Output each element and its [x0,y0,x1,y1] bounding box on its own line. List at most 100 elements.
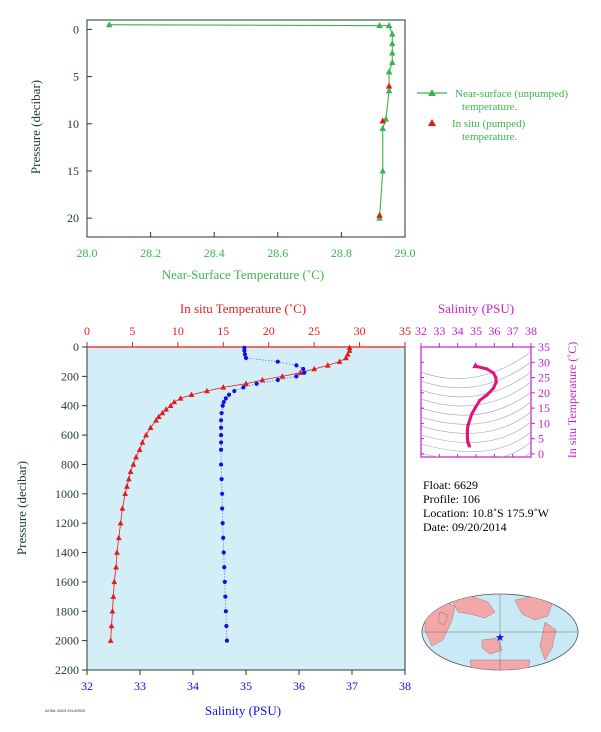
pressure-tick-label: 1600 [55,575,79,589]
temperature-profile-point [159,409,166,416]
x-tick-label: 28.8 [331,246,352,260]
profile-ticks: 0 5 10 15 20 25 30 35 32 33 34 35 36 37 38 0 200 400 600 80… [55,324,411,693]
ts-salinity-tick-label: 37 [507,324,519,338]
temperature-profile-point [243,380,249,386]
temperature-profile-point [133,453,139,460]
temperature-profile-point [343,354,349,361]
ts-temperature-tick-label: 35 [538,340,550,354]
float-location: Location: 10.8˚S 175.9˚W [423,506,550,520]
legend-pumped-label-2: temperature. [462,131,518,143]
pressure-tick-label: 0 [73,340,79,354]
salinity-profile-point [220,491,225,496]
temperature-profile-point [177,395,184,401]
temperature-profile-point [346,344,353,350]
profile-date: Date: 09/20/2014 [423,520,507,534]
ts-point [491,386,496,390]
temperature-profile-point [107,637,114,643]
unpumped-temperature-point [379,167,386,174]
x-tick-label: 28.0 [77,246,98,260]
near-surface-y-ticks: 0 5 10 15 20 [67,22,92,225]
salinity-profile-point [222,565,227,570]
temperature-tick-label: 15 [217,324,229,338]
salinity-profile-point [241,385,246,390]
profile-salinity-axis-label: Salinity (PSU) [205,703,281,718]
x-tick-label: 29.0 [395,246,416,260]
ts-point [485,393,489,397]
ts-salinity-tick-label: 38 [525,324,537,338]
salinity-profile-point [221,550,226,555]
ts-point [467,444,471,448]
salinity-profile-point [294,363,299,368]
x-tick-label: 28.2 [140,246,161,260]
footer-credit: AOML 6629 20140920 [45,708,86,713]
ts-point [491,371,496,375]
salinity-profile-point [221,535,226,540]
temperature-tick-label: 0 [84,324,90,338]
salinity-profile-point [243,355,249,361]
ts-salinity-tick-label: 35 [470,324,482,338]
legend-green-marker [428,89,436,96]
pressure-tick-label: 2200 [55,663,79,677]
temperature-profile-point [122,490,129,497]
temperature-profile-point [117,519,124,526]
ts-point [470,412,474,416]
near-surface-chart: 28.0 28.2 28.4 28.6 28.8 29.0 0 5 10 15 20 Near-S… [28,19,568,282]
temperature-profile-point [114,549,120,555]
pressure-tick-label: 1000 [55,487,79,501]
salinity-profile-point [275,377,280,383]
temperature-profile-point [143,431,149,438]
ts-point [473,406,477,410]
profile-series [107,344,353,643]
ts-salinity-tick-label: 33 [433,324,445,338]
salinity-profile-point [275,359,280,364]
pressure-tick-label: 200 [61,369,79,383]
float-id: Float: 6629 [423,478,478,492]
salinity-profile-point [242,345,247,350]
ts-point [465,430,469,435]
ts-salinity-axis-label: Salinity (PSU) [438,301,514,316]
pumped-temperature-point [385,82,393,89]
temperature-profile-point [155,413,162,419]
salinity-tick-label: 35 [240,679,252,693]
temperature-profile-point [324,362,331,368]
temperature-profile-point [108,622,115,629]
y-tick-label: 0 [73,22,79,36]
salinity-profile-point [218,432,224,438]
ts-temperature-tick-label: 20 [538,386,550,400]
near-surface-y-axis-label: Pressure (decibar) [28,80,43,174]
pressure-tick-label: 800 [61,457,79,471]
temperature-profile-point [125,475,132,482]
pressure-tick-label: 400 [61,399,79,413]
x-tick-label: 28.4 [204,246,225,260]
unpumped-temperature-point [385,87,393,94]
temperature-profile-point [171,398,178,405]
salinity-profile-point [223,396,228,401]
temperature-profile-point [167,402,174,408]
salinity-profile-point [218,447,224,452]
legend-red-marker [428,119,436,126]
legend-pumped-label-1: In situ (pumped) [452,118,526,130]
temperature-tick-label: 20 [263,324,275,338]
ts-temperature-tick-label: 10 [538,416,550,430]
temperature-profile-point [127,468,134,475]
temperature-profile-point [153,417,159,423]
ts-temperature-axis-label: In situ Temperature (˚C) [565,342,579,459]
salinity-tick-label: 36 [293,679,305,693]
ts-point [494,375,498,380]
temperature-profile-point [163,406,169,412]
ts-point [466,424,470,428]
ts-salinity-tick-label: 36 [488,324,500,338]
unpumped-temperature-point [389,49,396,56]
ts-point [468,417,472,421]
float-info: Float: 6629 Profile: 106 Location: 10.8˚… [423,478,550,534]
temperature-profile-point [110,593,117,599]
salinity-profile-point [302,370,307,375]
ts-series [465,362,498,448]
pumped-temperature-point [379,117,386,124]
profile-plot-area [86,346,406,671]
profile-y-axis-label: Pressure (decibar) [14,461,29,555]
profile-temperature-axis-label: In situ Temperature (˚C) [180,301,306,316]
salinity-profile-point [226,392,232,397]
